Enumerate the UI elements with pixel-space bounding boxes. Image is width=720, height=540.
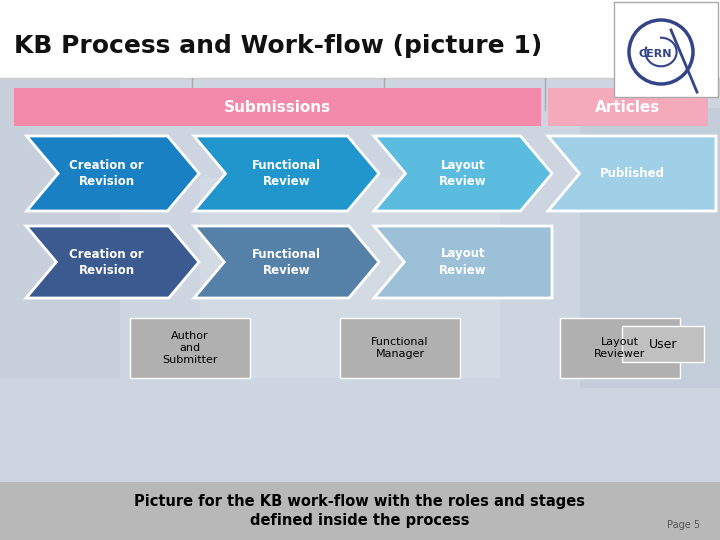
Text: User: User — [649, 338, 678, 350]
FancyBboxPatch shape — [0, 78, 720, 502]
Polygon shape — [194, 136, 379, 211]
Polygon shape — [548, 136, 716, 211]
Text: Picture for the KB work-flow with the roles and stages
defined inside the proces: Picture for the KB work-flow with the ro… — [135, 494, 585, 529]
Text: CERN: CERN — [638, 49, 672, 59]
FancyBboxPatch shape — [0, 482, 720, 540]
Text: Layout
Review: Layout Review — [439, 247, 487, 276]
FancyBboxPatch shape — [560, 318, 680, 378]
Text: Functional
Review: Functional Review — [252, 247, 321, 276]
Polygon shape — [194, 226, 379, 298]
Polygon shape — [27, 136, 199, 211]
Text: KB Process and Work-flow (picture 1): KB Process and Work-flow (picture 1) — [14, 34, 542, 58]
Text: Layout
Reviewer: Layout Reviewer — [594, 337, 646, 359]
Text: Functional
Review: Functional Review — [252, 159, 321, 188]
Text: Published: Published — [600, 167, 665, 180]
FancyBboxPatch shape — [14, 88, 541, 126]
FancyBboxPatch shape — [130, 318, 250, 378]
Polygon shape — [374, 136, 552, 211]
Text: Creation or
Revision: Creation or Revision — [69, 247, 144, 276]
FancyBboxPatch shape — [200, 178, 500, 378]
Text: Layout
Review: Layout Review — [439, 159, 487, 188]
FancyBboxPatch shape — [0, 78, 120, 378]
FancyBboxPatch shape — [0, 0, 720, 78]
FancyBboxPatch shape — [340, 318, 460, 378]
Polygon shape — [26, 226, 199, 298]
Text: Submissions: Submissions — [224, 99, 331, 114]
Text: Functional
Manager: Functional Manager — [372, 337, 428, 359]
Text: Articles: Articles — [595, 99, 661, 114]
FancyBboxPatch shape — [548, 88, 708, 126]
Text: Author
and
Submitter: Author and Submitter — [162, 330, 217, 366]
FancyBboxPatch shape — [622, 326, 704, 362]
Text: Creation or
Revision: Creation or Revision — [69, 159, 144, 188]
Text: Page 5: Page 5 — [667, 520, 700, 530]
Polygon shape — [374, 226, 552, 298]
FancyBboxPatch shape — [580, 108, 720, 388]
FancyBboxPatch shape — [614, 2, 718, 97]
